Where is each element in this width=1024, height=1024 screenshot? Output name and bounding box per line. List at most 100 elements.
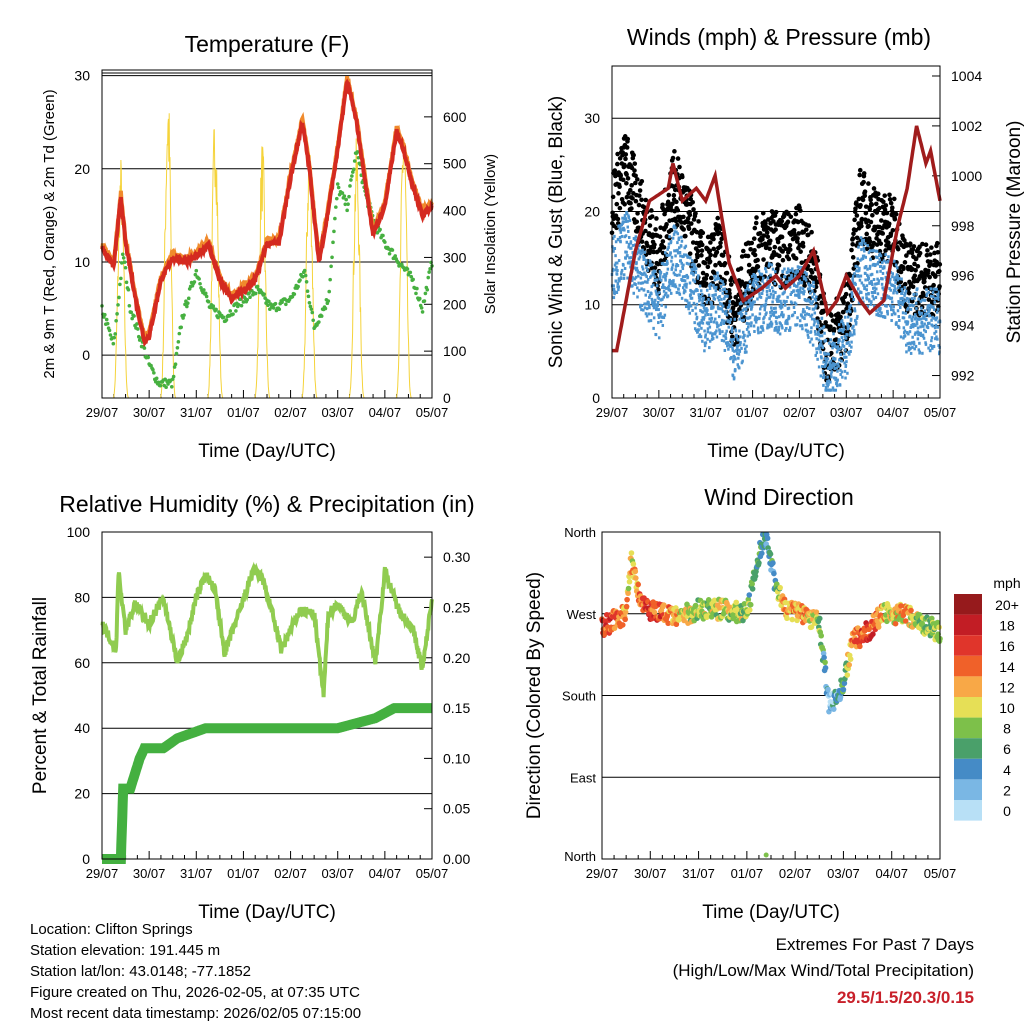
direction-point — [733, 599, 740, 606]
gust-point — [754, 215, 759, 220]
gust-point — [699, 242, 705, 248]
y-tick-label: South — [562, 689, 596, 704]
dewpoint-point — [427, 270, 431, 274]
direction-point — [816, 615, 823, 622]
gust-point — [702, 260, 708, 266]
legend-title: mph — [993, 575, 1020, 591]
legend-label: 20+ — [995, 597, 1019, 613]
direction-point — [756, 560, 762, 566]
gust-point — [866, 223, 871, 229]
dewpoint-point — [211, 304, 216, 308]
x-tick-label: 30/07 — [634, 866, 667, 881]
gust-point — [699, 253, 704, 258]
x-tick-label: 01/07 — [227, 866, 260, 881]
direction-point — [711, 597, 718, 604]
dewpoint-point — [277, 307, 282, 312]
gust-point — [696, 263, 702, 268]
dewpoint-point — [116, 303, 120, 307]
gust-point — [859, 223, 864, 229]
gust-point — [666, 192, 672, 198]
gust-point — [681, 227, 686, 232]
gust-point — [869, 202, 875, 207]
x-tick-label: 03/07 — [830, 405, 863, 420]
legend-label: 10 — [999, 700, 1015, 716]
gust-point — [843, 291, 849, 297]
gust-point — [935, 249, 941, 255]
dewpoint-point — [118, 282, 122, 287]
direction-point — [928, 615, 935, 622]
dewpoint-point — [104, 317, 109, 322]
footer-latlon: Station lat/lon: 43.0148; -77.1852 — [30, 963, 252, 980]
direction-point — [934, 619, 941, 626]
gust-point — [675, 207, 681, 213]
gust-point — [936, 268, 942, 274]
gust-point — [713, 262, 718, 268]
gust-point — [711, 246, 717, 252]
gust-point — [647, 223, 653, 228]
direction-point — [870, 631, 876, 637]
gust-point — [859, 216, 865, 222]
dewpoint-point — [296, 284, 300, 289]
direction-point — [661, 602, 667, 608]
dewpoint-point — [175, 345, 180, 350]
y-right-tick-label: 1000 — [951, 168, 982, 184]
gust-point — [623, 156, 628, 162]
dewpoint-point — [390, 248, 395, 252]
x-tick-label: 29/07 — [86, 866, 119, 881]
relative-humidity-line — [100, 561, 434, 698]
dewpoint-point — [197, 277, 201, 281]
direction-point — [622, 609, 629, 615]
gust-point — [841, 309, 846, 315]
dewpoint-point — [351, 170, 355, 174]
direction-point — [626, 578, 633, 585]
x-tick-label: 30/07 — [643, 405, 676, 420]
dewpoint-point — [231, 312, 235, 316]
y-tick-label: 10 — [584, 297, 600, 313]
direction-point — [844, 672, 851, 678]
x-tick-label: 03/07 — [321, 866, 354, 881]
y-right-tick-label: 1004 — [951, 68, 982, 84]
gust-point — [738, 266, 744, 271]
x-tick-label: 04/07 — [369, 405, 402, 420]
gust-point — [660, 239, 666, 244]
gust-point — [902, 238, 907, 243]
y-right-tick-label: 500 — [443, 156, 467, 172]
gust-point — [616, 191, 621, 196]
gust-point — [739, 279, 745, 285]
y-right-tick-label: 996 — [951, 268, 975, 284]
gust-point — [864, 246, 870, 252]
gust-point — [749, 240, 755, 246]
gust-point — [620, 177, 626, 183]
x-axis-label: Time (Day/UTC) — [702, 902, 840, 923]
gust-point — [639, 179, 645, 184]
dewpoint-point — [319, 314, 324, 318]
gust-point — [727, 291, 732, 296]
gust-point — [867, 206, 873, 212]
gust-point — [861, 179, 866, 185]
direction-point — [749, 586, 756, 592]
x-tick-label: 31/07 — [689, 405, 722, 420]
gust-point — [767, 246, 773, 252]
y-tick-label: 10 — [74, 254, 90, 270]
x-axis-label: Time (Day/UTC) — [198, 441, 336, 462]
gust-point — [780, 257, 786, 263]
gust-point — [691, 207, 696, 212]
gust-point — [850, 236, 856, 241]
gust-point — [931, 282, 936, 288]
dewpoint-point — [309, 307, 314, 311]
gust-point — [767, 238, 773, 244]
gust-point — [887, 192, 892, 198]
y-tick-label: 0 — [82, 347, 90, 363]
gust-point — [845, 301, 851, 306]
gust-point — [793, 256, 799, 261]
y-right-tick-label: 994 — [951, 318, 975, 334]
gust-point — [834, 337, 839, 342]
gust-point — [733, 294, 739, 300]
dewpoint-point — [311, 318, 316, 323]
dewpoint-point — [405, 267, 410, 271]
dewpoint-point — [154, 376, 159, 381]
gust-point — [708, 252, 713, 258]
gust-point — [868, 219, 874, 225]
gust-point — [847, 273, 853, 278]
gust-point — [625, 136, 631, 142]
